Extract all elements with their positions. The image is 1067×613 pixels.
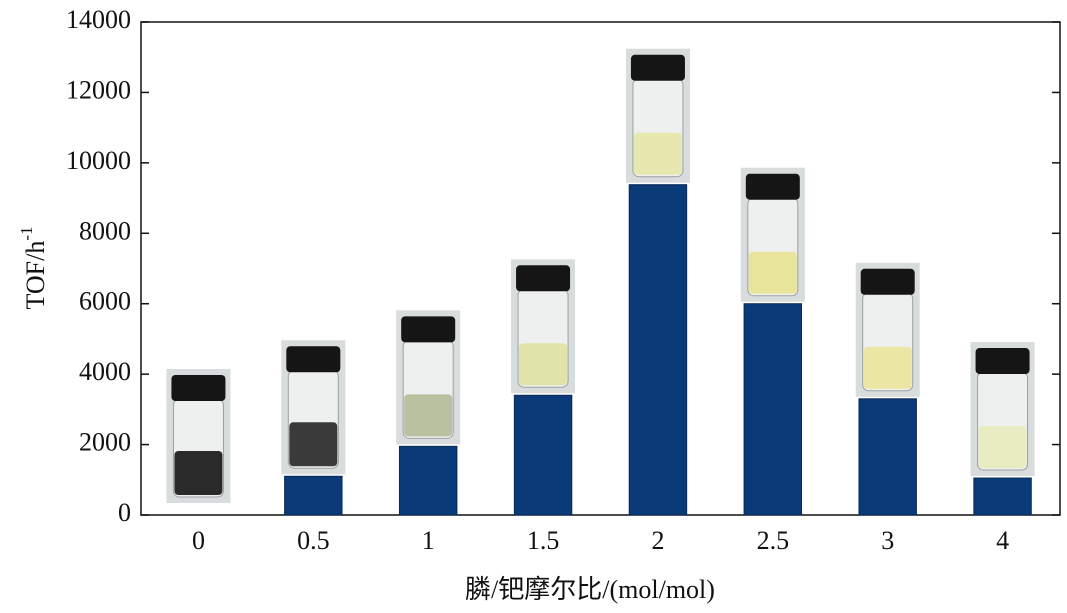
bar xyxy=(284,475,343,516)
vial-cap xyxy=(171,375,226,401)
x-axis-label: 膦/钯摩尔比/(mol/mol) xyxy=(465,575,715,604)
x-tick-label: 0.5 xyxy=(297,526,330,555)
x-tick-label: 2 xyxy=(651,526,664,555)
vial-liquid xyxy=(748,251,797,294)
vial-liquid xyxy=(289,422,338,467)
y-axis-label-sup: -1 xyxy=(17,226,36,240)
plot-frame xyxy=(140,21,1061,516)
y-tick-label: 14000 xyxy=(66,5,131,34)
y-tick-label: 4000 xyxy=(79,357,131,386)
vial-liquid xyxy=(863,346,912,389)
x-tick-label: 1.5 xyxy=(527,526,560,555)
y-tick-label: 10000 xyxy=(66,146,131,175)
vial-cap xyxy=(516,265,571,292)
x-tick-label: 0 xyxy=(192,526,205,555)
vial-cap xyxy=(401,316,456,343)
vial-liquid xyxy=(404,394,453,437)
x-tick-label: 4 xyxy=(996,526,1009,555)
vial-cap xyxy=(860,268,915,295)
y-axis-label-main: TOF/h xyxy=(21,241,50,310)
vial-cap xyxy=(630,54,685,81)
bar xyxy=(628,184,688,516)
y-tick-label: 12000 xyxy=(66,75,131,104)
y-tick-label: 6000 xyxy=(79,287,131,316)
x-tick-label: 2.5 xyxy=(757,526,790,555)
y-axis-label: TOF/h-1 xyxy=(17,226,50,309)
vial-cap xyxy=(975,348,1030,375)
x-tick-label: 3 xyxy=(881,526,894,555)
vial-liquid xyxy=(633,132,682,175)
vial-liquid xyxy=(174,451,223,495)
bar xyxy=(398,445,458,516)
vial-cap xyxy=(745,173,800,200)
vial-liquid xyxy=(978,426,1027,469)
bar xyxy=(513,394,573,516)
y-tick-label: 0 xyxy=(118,498,131,527)
y-tick-label: 8000 xyxy=(79,216,131,245)
bar xyxy=(858,398,917,516)
x-tick-label: 1 xyxy=(422,526,435,555)
bar xyxy=(973,477,1032,516)
vial-liquid xyxy=(519,343,568,386)
y-tick-label: 2000 xyxy=(79,428,131,457)
vial-cap xyxy=(286,346,341,373)
bar xyxy=(743,303,803,516)
